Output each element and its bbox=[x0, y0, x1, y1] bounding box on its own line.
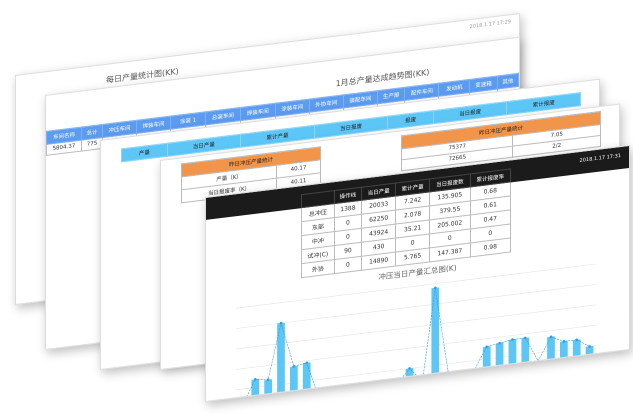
data-point bbox=[536, 359, 540, 363]
data-point bbox=[382, 386, 386, 390]
gridline bbox=[236, 324, 596, 370]
gridline bbox=[236, 284, 596, 329]
bar bbox=[328, 389, 337, 399]
bar bbox=[431, 287, 440, 387]
bar bbox=[341, 386, 350, 398]
bar bbox=[444, 371, 453, 385]
bar bbox=[251, 378, 260, 402]
data-point bbox=[395, 383, 399, 386]
bar bbox=[418, 380, 427, 388]
bar bbox=[508, 339, 517, 377]
trend-line bbox=[242, 287, 590, 402]
cell: 外协 bbox=[301, 259, 335, 278]
data-point bbox=[292, 365, 296, 368]
bar bbox=[277, 322, 285, 402]
bar bbox=[367, 389, 375, 395]
bar bbox=[457, 373, 465, 384]
gridline bbox=[236, 304, 596, 350]
bar bbox=[392, 383, 401, 391]
bar bbox=[560, 340, 568, 371]
bar bbox=[534, 360, 542, 374]
data-point bbox=[331, 388, 334, 392]
data-point bbox=[485, 345, 489, 349]
bar bbox=[585, 345, 594, 368]
gridline bbox=[236, 263, 596, 309]
cell: 0 bbox=[334, 256, 362, 274]
bar bbox=[405, 368, 414, 390]
data-point bbox=[318, 398, 321, 402]
data-point bbox=[421, 379, 424, 383]
cell: 5.765 bbox=[395, 247, 430, 267]
column-header: 其他 bbox=[497, 73, 519, 89]
bar bbox=[521, 337, 530, 376]
bar bbox=[572, 339, 581, 369]
data-point bbox=[356, 393, 360, 397]
data-point bbox=[369, 388, 373, 391]
bar bbox=[264, 379, 272, 402]
bar bbox=[290, 365, 298, 402]
data-point bbox=[472, 369, 476, 373]
data-point bbox=[459, 373, 463, 376]
data-point bbox=[343, 385, 347, 388]
bar bbox=[380, 387, 388, 393]
bar bbox=[302, 362, 311, 402]
cell: 14890 bbox=[361, 252, 396, 271]
bar bbox=[470, 370, 478, 382]
bar bbox=[495, 342, 504, 379]
timestamp: 2018.1.17 17:31 bbox=[579, 152, 621, 165]
